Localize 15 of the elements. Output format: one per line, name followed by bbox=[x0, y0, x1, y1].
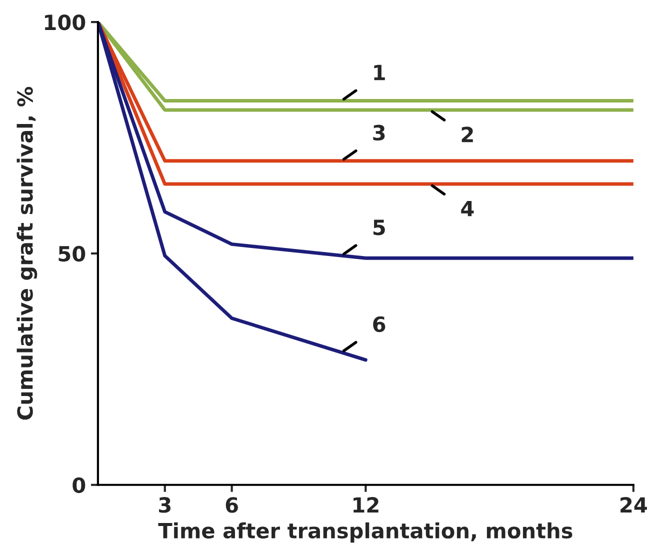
y-tick-label: 0 bbox=[72, 477, 86, 494]
x-tick-label: 6 bbox=[226, 497, 238, 513]
series-label: 1 bbox=[374, 64, 385, 80]
y-axis-title: Cumulative graft survival, % bbox=[16, 86, 38, 420]
x-tick-label: 3 bbox=[159, 497, 170, 513]
x-tick-label: 24 bbox=[620, 497, 647, 513]
series-label: 2 bbox=[462, 126, 473, 142]
y-tick-label: 50 bbox=[58, 246, 86, 262]
y-tick-label: 100 bbox=[45, 14, 86, 30]
x-tick-label: 12 bbox=[354, 497, 378, 513]
series-label: 4 bbox=[461, 200, 474, 216]
series-label: 3 bbox=[373, 124, 385, 141]
series-label: 6 bbox=[373, 316, 386, 332]
series-label: 5 bbox=[373, 220, 385, 236]
x-axis-title: Time after transplantation, months bbox=[158, 522, 572, 543]
